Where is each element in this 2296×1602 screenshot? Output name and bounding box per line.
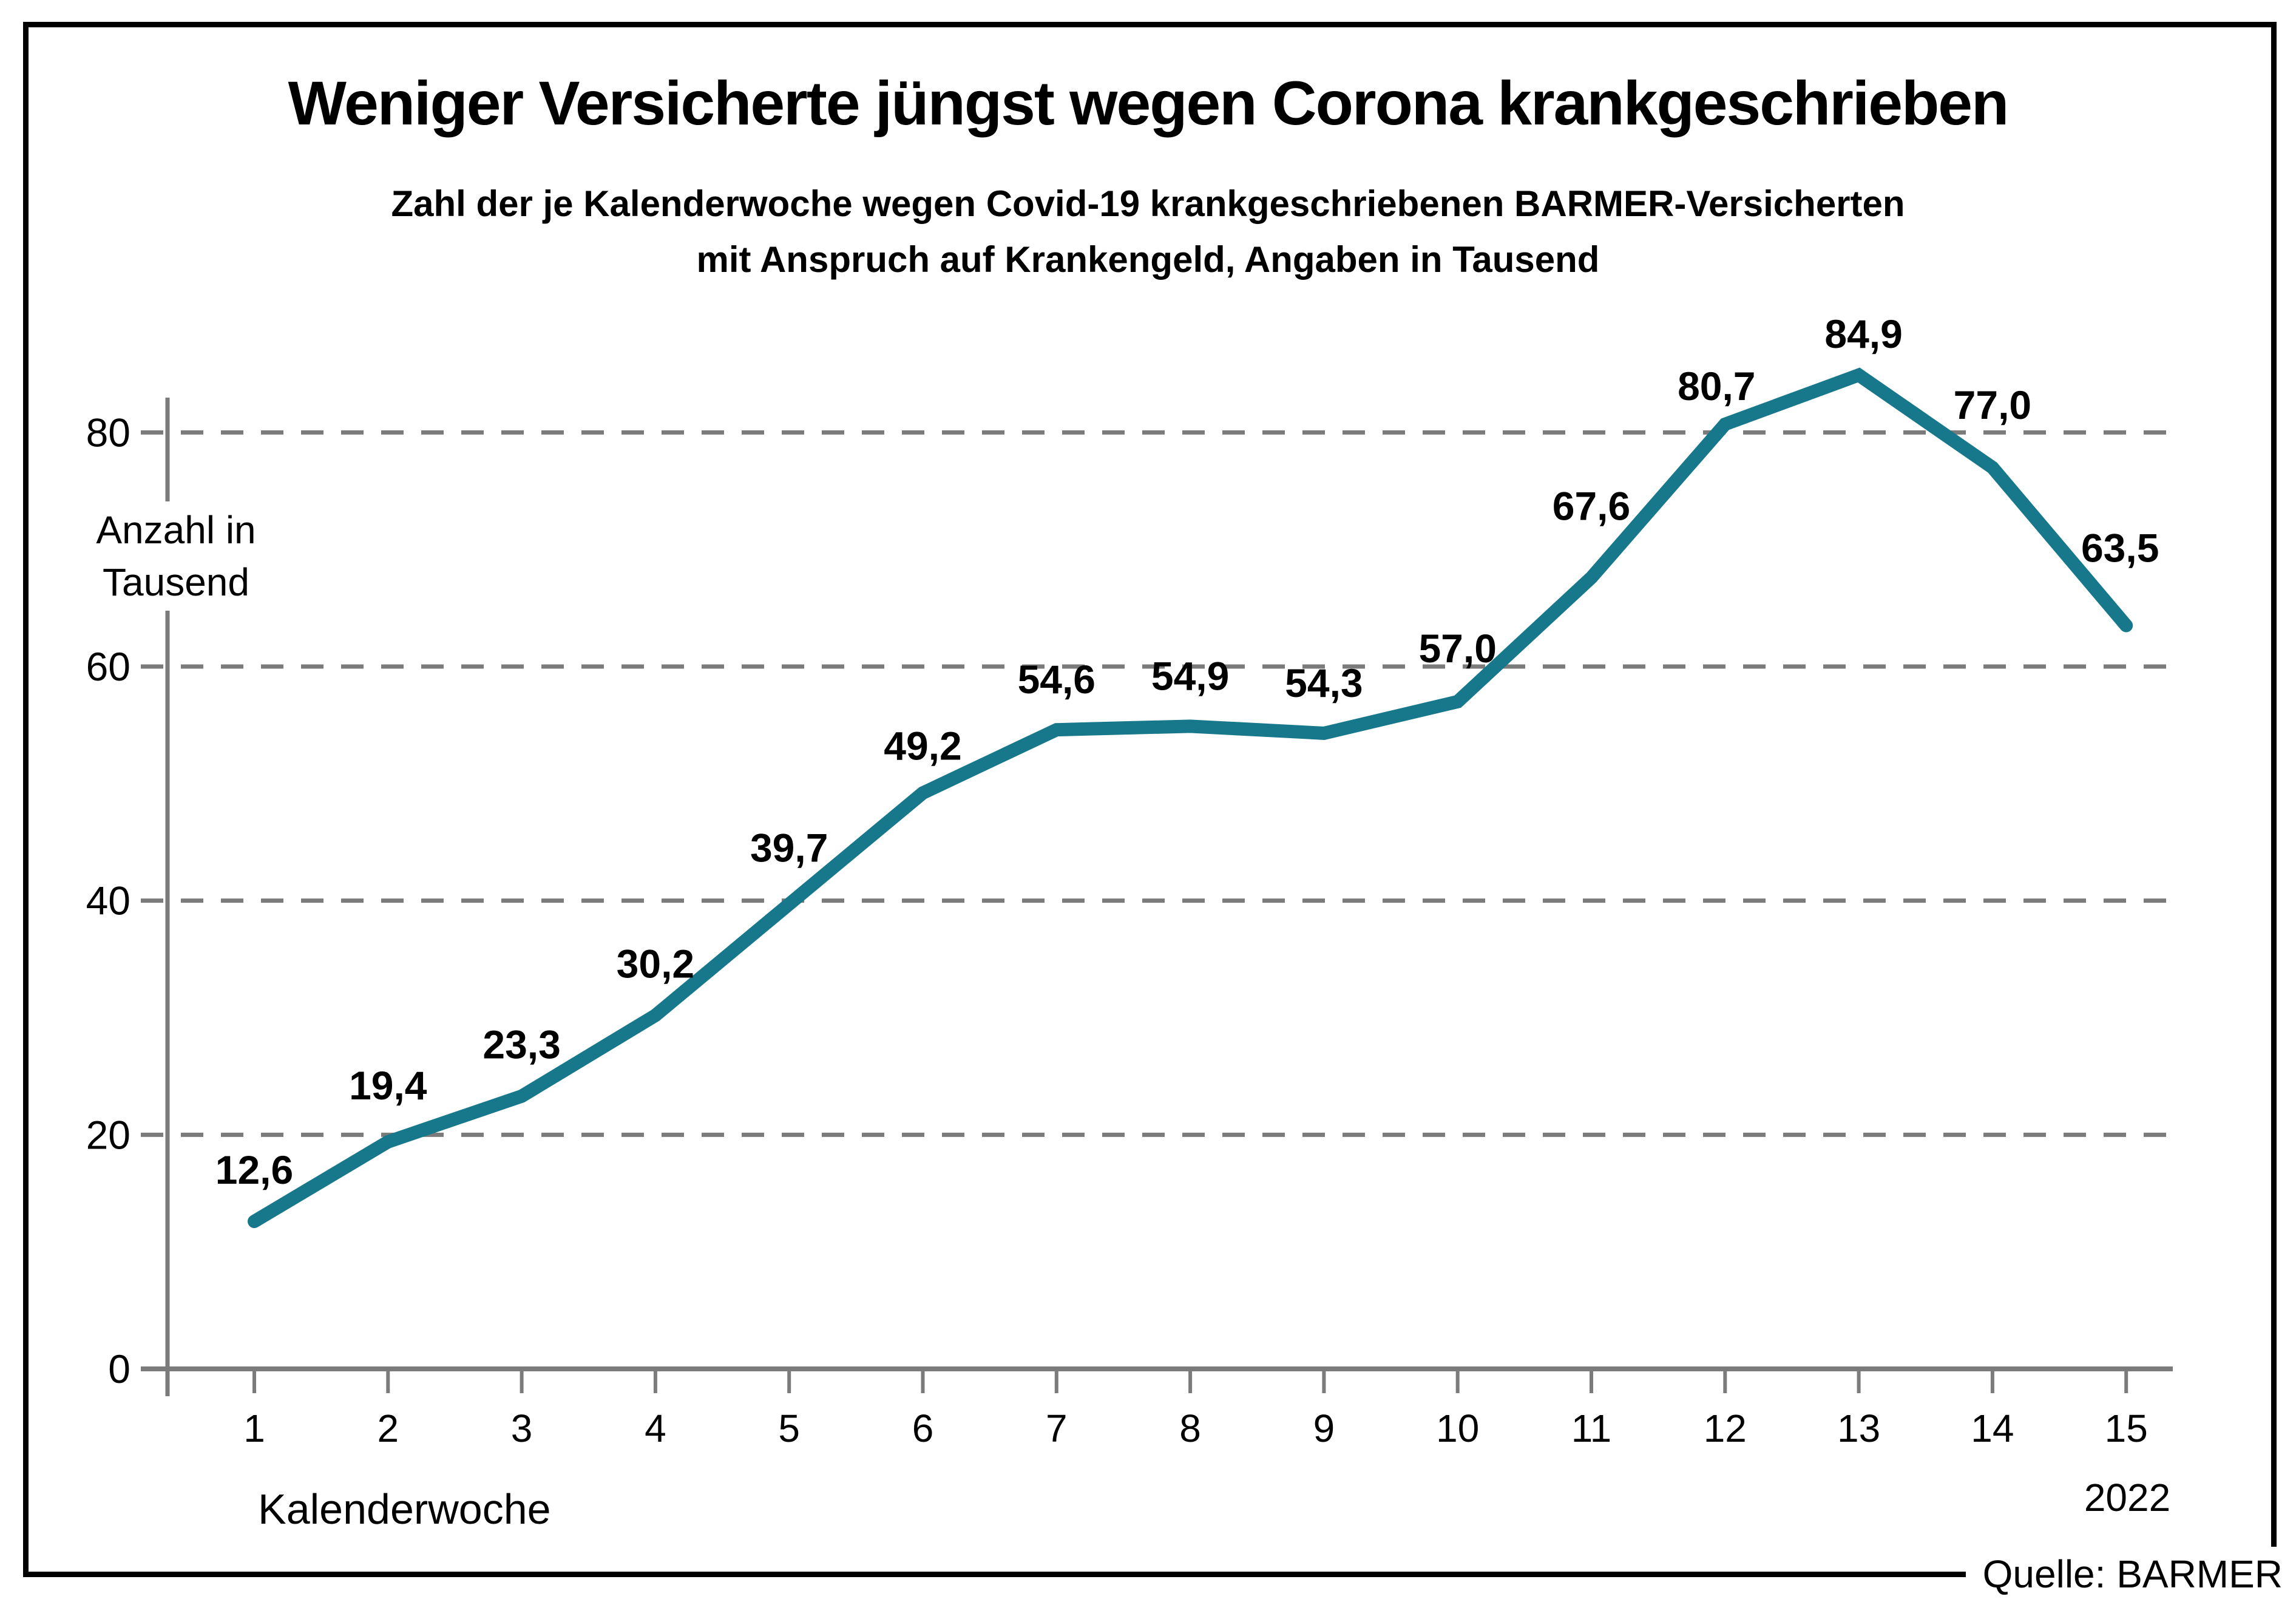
data-point-label-5: 39,7	[750, 825, 828, 870]
chart-subtitle-line-2: mit Anspruch auf Krankengeld, Angaben in…	[696, 239, 1600, 280]
x-tick-label-10: 10	[1436, 1407, 1479, 1450]
data-point-label-13: 84,9	[1824, 311, 1902, 356]
x-axis-title: Kalenderwoche	[258, 1485, 551, 1533]
source-label: Quelle: BARMER	[1965, 1547, 2285, 1602]
y-axis-title: Anzahl in Tausend	[90, 501, 262, 611]
x-tick-label-6: 6	[912, 1407, 934, 1450]
y-tick-label-20: 20	[86, 1112, 130, 1157]
y-tick-label-0: 0	[108, 1346, 130, 1391]
data-point-label-2: 19,4	[349, 1063, 427, 1108]
y-axis-title-line-2: Tausend	[103, 560, 249, 604]
y-tick-label-40: 40	[86, 878, 130, 923]
x-tick-label-15: 15	[2105, 1407, 2148, 1450]
x-tick-label-8: 8	[1179, 1407, 1201, 1450]
x-tick-label-13: 13	[1837, 1407, 1880, 1450]
data-point-label-9: 54,3	[1285, 660, 1363, 705]
x-tick-label-7: 7	[1046, 1407, 1068, 1450]
data-point-label-3: 23,3	[483, 1022, 560, 1067]
x-tick-label-9: 9	[1313, 1407, 1335, 1450]
x-axis-year-label: 2022	[2084, 1476, 2171, 1519]
x-tick-label-12: 12	[1704, 1407, 1747, 1450]
chart-frame	[23, 22, 2277, 1577]
y-axis-title-line-1: Anzahl in	[96, 508, 256, 552]
x-tick-label-14: 14	[1971, 1407, 2014, 1450]
chart-title: Weniger Versicherte jüngst wegen Corona …	[288, 69, 2010, 138]
x-tick-label-3: 3	[511, 1407, 533, 1450]
data-point-label-7: 54,6	[1018, 657, 1096, 702]
x-tick-label-11: 11	[1571, 1407, 1611, 1450]
x-tick-label-4: 4	[645, 1407, 666, 1450]
data-point-label-12: 80,7	[1678, 364, 1755, 409]
y-tick-label-80: 80	[86, 410, 130, 455]
chart-subtitle: Zahl der je Kalenderwoche wegen Covid-19…	[0, 176, 2296, 288]
data-point-label-1: 12,6	[215, 1147, 293, 1192]
x-tick-label-1: 1	[243, 1407, 265, 1450]
data-point-label-11: 67,6	[1553, 483, 1630, 528]
x-tick-label-2: 2	[378, 1407, 399, 1450]
y-tick-label-60: 60	[86, 644, 130, 689]
data-point-label-4: 30,2	[617, 942, 694, 986]
data-point-label-14: 77,0	[1954, 382, 2031, 427]
data-point-label-8: 54,9	[1151, 653, 1229, 698]
chart-subtitle-line-1: Zahl der je Kalenderwoche wegen Covid-19…	[391, 183, 1905, 224]
data-point-label-6: 49,2	[884, 723, 961, 768]
x-tick-label-5: 5	[778, 1407, 800, 1450]
data-point-label-15: 63,5	[2081, 526, 2159, 571]
data-line	[248, 367, 2133, 1229]
data-point-label-10: 57,0	[1418, 626, 1496, 671]
